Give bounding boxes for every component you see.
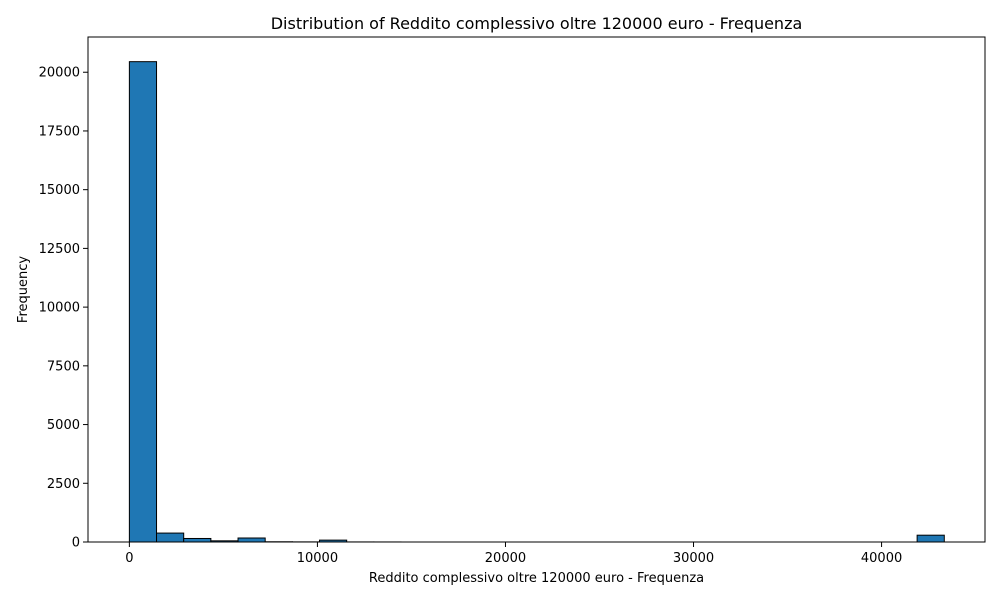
x-axis-label: Reddito complessivo oltre 120000 euro - … xyxy=(369,571,704,586)
x-axis-ticks: 0 10000 20000 30000 40000 xyxy=(125,542,902,566)
histogram-bar-4 xyxy=(237,537,266,543)
y-tick-label-5: 12500 xyxy=(39,242,80,257)
x-tick-label-1: 10000 xyxy=(297,551,338,566)
y-tick-label-0: 0 xyxy=(72,536,80,551)
x-tick-label-4: 40000 xyxy=(861,551,902,566)
y-tick-label-7: 17500 xyxy=(39,124,80,139)
x-tick-label-0: 0 xyxy=(125,551,133,566)
chart-title: Distribution of Reddito complessivo oltr… xyxy=(271,14,803,33)
y-tick-label-3: 7500 xyxy=(47,359,80,374)
y-axis-label: Frequency xyxy=(16,256,31,323)
y-tick-label-6: 15000 xyxy=(39,183,80,198)
y-tick-label-2: 5000 xyxy=(47,418,80,433)
y-tick-label-4: 10000 xyxy=(39,301,80,316)
histogram-bar-29 xyxy=(916,534,945,543)
x-tick-label-3: 30000 xyxy=(673,551,714,566)
histogram-bar-0 xyxy=(128,61,158,543)
x-tick-label-2: 20000 xyxy=(485,551,526,566)
bars-layer xyxy=(128,61,945,543)
y-tick-label-1: 2500 xyxy=(47,477,80,492)
y-tick-label-8: 20000 xyxy=(39,66,80,81)
plot-frame xyxy=(87,36,986,543)
y-axis-ticks: 0 2500 5000 7500 10000 12500 15000 17500 20000 xyxy=(39,66,88,551)
histogram-bar-2 xyxy=(183,537,212,543)
histogram-bar-1 xyxy=(156,532,185,543)
